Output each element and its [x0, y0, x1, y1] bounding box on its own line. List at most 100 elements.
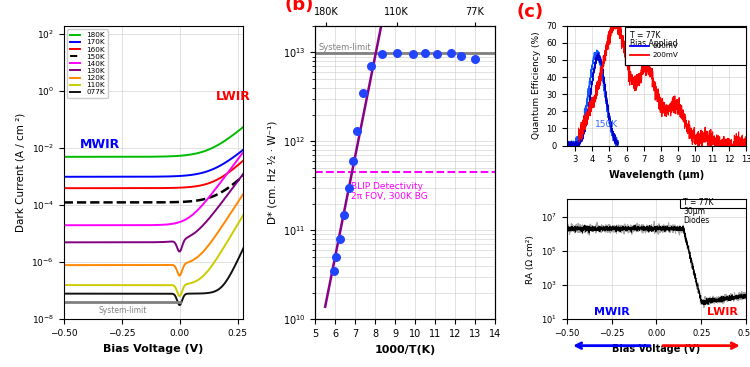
- Text: MWIR: MWIR: [80, 138, 120, 151]
- Text: MWIR: MWIR: [594, 307, 629, 317]
- Point: [330, 254, 342, 260]
- 140K: [76, 223, 85, 228]
- X-axis label: Bias Voltage (V): Bias Voltage (V): [104, 344, 204, 353]
- 170K: [76, 175, 85, 179]
- Y-axis label: Quantum Efficiency (%): Quantum Efficiency (%): [532, 32, 541, 139]
- 160K: [55, 186, 64, 190]
- 130K: [134, 240, 142, 244]
- Line: 120K: 120K: [59, 192, 244, 276]
- 077K: [76, 291, 85, 296]
- 110K: [76, 283, 85, 287]
- 130K: [175, 250, 184, 254]
- 120K: [55, 263, 64, 267]
- Line: 110K: 110K: [59, 213, 244, 296]
- 160K: [236, 160, 245, 165]
- 170K: [217, 163, 226, 167]
- 110K: [134, 283, 142, 287]
- 180K: [134, 155, 142, 159]
- 130K: [87, 240, 96, 244]
- 077K: [217, 285, 226, 290]
- 150K: [76, 200, 85, 205]
- 150K: [134, 200, 142, 205]
- 170K: [236, 149, 245, 154]
- Line: 140K: 140K: [59, 150, 244, 225]
- Point: [338, 212, 350, 218]
- Line: 180K: 180K: [59, 126, 244, 157]
- 110K: [126, 283, 135, 287]
- Point: [445, 50, 457, 56]
- Line: 077K: 077K: [59, 246, 244, 305]
- 160K: [126, 186, 135, 190]
- 077K: [240, 244, 249, 248]
- 150K: [236, 176, 245, 180]
- Y-axis label: Dark Current (A / cm ²): Dark Current (A / cm ²): [16, 113, 26, 232]
- Text: (b): (b): [285, 0, 314, 14]
- 170K: [55, 175, 64, 179]
- FancyBboxPatch shape: [680, 199, 746, 208]
- Point: [376, 51, 388, 57]
- 110K: [175, 294, 184, 298]
- Point: [455, 53, 467, 59]
- 120K: [236, 195, 245, 200]
- 140K: [236, 153, 245, 157]
- 077K: [126, 291, 135, 296]
- X-axis label: Bias Voltage (V): Bias Voltage (V): [612, 344, 701, 353]
- 180K: [236, 127, 245, 131]
- Text: Diodes: Diodes: [683, 215, 709, 225]
- 160K: [76, 186, 85, 190]
- 110K: [55, 283, 64, 287]
- 150K: [240, 172, 249, 177]
- 077K: [87, 291, 96, 296]
- 077K: [236, 251, 245, 256]
- Point: [334, 236, 346, 242]
- 120K: [240, 190, 249, 194]
- Text: 000mV: 000mV: [652, 43, 678, 49]
- 120K: [134, 263, 142, 267]
- 130K: [76, 240, 85, 244]
- Line: 130K: 130K: [59, 172, 244, 252]
- 160K: [134, 186, 142, 190]
- Legend: 180K, 170K, 160K, 150K, 140K, 130K, 120K, 110K, 077K: 180K, 170K, 160K, 150K, 140K, 130K, 120K…: [68, 29, 108, 98]
- Text: (c): (c): [516, 3, 544, 21]
- 120K: [175, 273, 184, 278]
- 077K: [55, 291, 64, 296]
- X-axis label: 1000/T(K): 1000/T(K): [374, 345, 436, 355]
- Line: 160K: 160K: [59, 159, 244, 188]
- 180K: [126, 155, 135, 159]
- Text: T = 77K: T = 77K: [683, 199, 714, 207]
- 140K: [217, 180, 226, 184]
- Text: 150K: 150K: [595, 120, 618, 129]
- Y-axis label: D* (cm. Hz ½ · W⁻¹): D* (cm. Hz ½ · W⁻¹): [267, 121, 278, 224]
- Point: [391, 50, 403, 56]
- 120K: [76, 263, 85, 267]
- 110K: [240, 211, 249, 215]
- 170K: [240, 146, 249, 151]
- 180K: [55, 155, 64, 159]
- Text: (a): (a): [76, 29, 105, 47]
- Text: System-limit: System-limit: [318, 43, 371, 52]
- 130K: [240, 170, 249, 174]
- 110K: [236, 217, 245, 221]
- 150K: [55, 200, 64, 205]
- Point: [469, 56, 481, 62]
- 180K: [240, 124, 249, 128]
- 150K: [217, 190, 226, 195]
- 150K: [126, 200, 135, 205]
- 110K: [217, 250, 226, 254]
- 170K: [87, 175, 96, 179]
- 140K: [134, 223, 142, 228]
- Point: [351, 128, 363, 134]
- 170K: [134, 175, 142, 179]
- FancyBboxPatch shape: [625, 27, 746, 65]
- Text: LWIR: LWIR: [707, 307, 738, 317]
- Point: [357, 90, 369, 96]
- Text: System-limit: System-limit: [98, 306, 147, 315]
- 120K: [126, 263, 135, 267]
- 160K: [240, 157, 249, 161]
- 120K: [87, 263, 96, 267]
- 150K: [87, 200, 96, 205]
- Line: 170K: 170K: [59, 149, 244, 177]
- 120K: [217, 226, 226, 230]
- Text: 30μm: 30μm: [683, 207, 706, 216]
- Point: [328, 268, 340, 274]
